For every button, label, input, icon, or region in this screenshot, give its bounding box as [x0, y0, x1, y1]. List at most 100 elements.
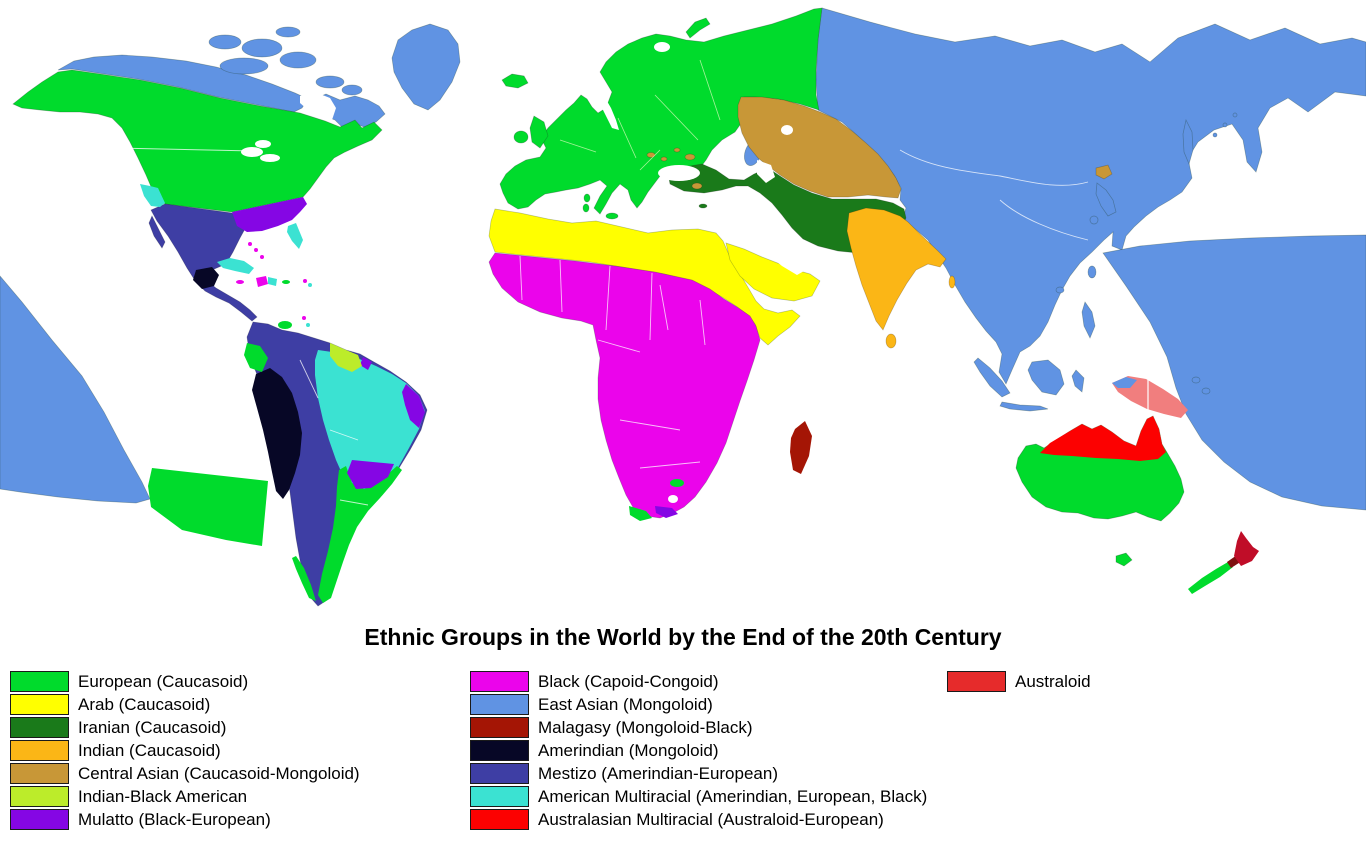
region-cyprus — [698, 203, 708, 209]
aral-sea — [781, 125, 793, 135]
region-guyanas — [330, 343, 362, 372]
world-map — [0, 7, 1366, 607]
region-south-brazil-band — [347, 460, 394, 489]
legend-label-mulatto: Mulatto (Black-European) — [78, 809, 271, 829]
region-new-zealand — [1188, 531, 1259, 594]
region-hokkaido — [1095, 164, 1113, 180]
regions-black-caribbean — [236, 242, 307, 320]
region-novaya-zemlya — [685, 17, 711, 39]
region-brazil — [315, 350, 425, 497]
legend: European (Caucasoid) Arab (Caucasoid) Iran… — [0, 670, 1366, 844]
region-gauteng-patch — [670, 479, 684, 487]
legend-swatch-australoid — [947, 671, 1006, 692]
region-haiti — [256, 276, 268, 287]
region-iceland — [501, 73, 529, 89]
legend-row-australoid: Australoid — [947, 670, 1091, 693]
legend-row-european: European (Caucasoid) — [10, 670, 360, 693]
region-andes — [252, 368, 302, 499]
region-southeast-us — [232, 197, 307, 232]
region-florida — [287, 223, 303, 249]
legend-swatch-mulatto — [10, 809, 69, 830]
regions-central-asian — [646, 96, 1113, 199]
legend-label-iranian: Iranian (Caucasoid) — [78, 717, 227, 737]
legend-row-amerindian: Amerindian (Mongoloid) — [470, 739, 927, 762]
legend-column-2: Black (Capoid-Congoid) East Asian (Mongol… — [470, 670, 927, 831]
legend-swatch-arab — [10, 694, 69, 715]
legend-row-arab: Arab (Caucasoid) — [10, 693, 360, 716]
regions-mulatto — [232, 197, 678, 518]
regions-european — [12, 7, 823, 220]
legend-label-amerindian: Amerindian (Mongoloid) — [538, 740, 719, 760]
regions-east-asian-mongoloid — [0, 7, 1366, 511]
regions-american-multiracial — [140, 184, 425, 497]
region-north-america-european — [12, 69, 383, 213]
legend-label-arab: Arab (Caucasoid) — [78, 694, 211, 714]
caucasus-white — [757, 160, 775, 183]
legend-row-indian: Indian (Caucasoid) — [10, 739, 360, 762]
region-tasmania — [1115, 552, 1133, 567]
region-colombia-patch — [244, 343, 268, 372]
region-central-asia — [737, 96, 902, 199]
legend-label-australoid: Australoid — [1015, 671, 1091, 691]
region-australia — [1015, 415, 1185, 567]
legend-row-black: Black (Capoid-Congoid) — [470, 670, 927, 693]
legend-swatch-european — [10, 671, 69, 692]
seas-and-lakes — [241, 42, 804, 503]
legend-row-iranian: Iranian (Caucasoid) — [10, 716, 360, 739]
legend-swatch-east_asian — [470, 694, 529, 715]
region-southern-cone — [318, 466, 402, 603]
map-title: Ethnic Groups in the World by the End of… — [364, 624, 1002, 650]
legend-swatch-iranian — [10, 717, 69, 738]
legend-row-malagasy: Malagasy (Mongoloid-Black) — [470, 716, 927, 739]
region-madagascar — [790, 421, 812, 474]
legend-swatch-american_multiracial — [470, 786, 529, 807]
legend-swatch-indian — [10, 740, 69, 761]
baltic-sea — [594, 88, 619, 130]
region-french-guiana — [360, 357, 372, 370]
country-borders — [115, 147, 1089, 506]
region-california — [140, 184, 165, 207]
lesotho — [668, 495, 678, 503]
legend-label-east_asian: East Asian (Mongoloid) — [538, 694, 713, 714]
persian-gulf — [772, 254, 804, 275]
regions-indian-black-american — [330, 343, 362, 372]
legend-label-australasian_multiracial: Australasian Multiracial (Australoid-Eur… — [538, 809, 884, 829]
region-hispaniola-east — [268, 277, 277, 286]
region-pacific-west-wrap — [0, 275, 151, 504]
region-jamaica — [236, 280, 244, 284]
region-northeast-brazil — [402, 384, 425, 428]
region-pacific-east — [1102, 234, 1366, 511]
region-arabia — [725, 242, 821, 302]
legend-swatch-amerindian — [470, 740, 529, 761]
region-nz-south-island — [1188, 562, 1233, 594]
regions-arab — [488, 208, 821, 346]
region-cape-purple — [655, 506, 678, 518]
legend-swatch-mestizo — [470, 763, 529, 784]
legend-label-european: European (Caucasoid) — [78, 671, 249, 691]
region-nz-north-island — [1234, 531, 1259, 566]
region-guatemala-yucatan — [193, 267, 219, 289]
legend-swatch-australasian_multiracial — [470, 809, 529, 830]
region-australia-australoid — [1040, 416, 1166, 461]
region-pacific-green-blob — [148, 468, 268, 546]
legend-column-1: European (Caucasoid) Arab (Caucasoid) Iran… — [10, 670, 360, 831]
region-puerto-rico — [282, 280, 290, 284]
region-new-guinea-west — [1112, 377, 1137, 388]
region-cuba — [217, 258, 254, 274]
legend-swatch-black — [470, 671, 529, 692]
legend-label-central_asian: Central Asian (Caucasoid-Mongoloid) — [78, 763, 360, 783]
legend-swatch-central_asian — [10, 763, 69, 784]
legend-label-malagasy: Malagasy (Mongoloid-Black) — [538, 717, 753, 737]
regions-european-south-america — [148, 280, 684, 603]
legend-label-indian_black_american: Indian-Black American — [78, 786, 248, 806]
legend-row-mulatto: Mulatto (Black-European) — [10, 808, 360, 831]
hudson-bay — [300, 92, 336, 120]
legend-label-mestizo: Mestizo (Amerindian-European) — [538, 763, 778, 783]
region-europe — [499, 7, 823, 215]
region-new-guinea — [1112, 376, 1188, 418]
region-cape-green — [629, 506, 652, 521]
region-south-chile — [292, 556, 316, 601]
legend-column-3: Australoid — [947, 670, 1091, 693]
region-mexico-central-america — [150, 203, 258, 322]
